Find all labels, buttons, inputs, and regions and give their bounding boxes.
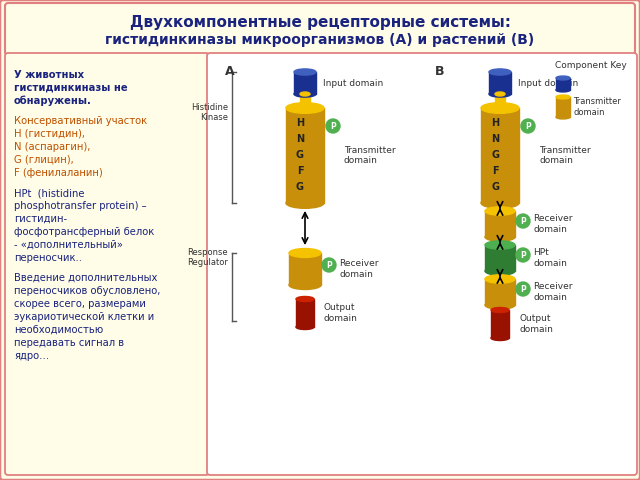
Text: Histidine
Kinase: Histidine Kinase	[191, 103, 228, 122]
Ellipse shape	[485, 267, 515, 275]
Text: обнаружены.: обнаружены.	[14, 96, 92, 107]
Text: Н (гистидин),: Н (гистидин),	[14, 129, 85, 139]
Text: A: A	[225, 65, 235, 78]
Ellipse shape	[495, 106, 505, 110]
Ellipse shape	[289, 280, 321, 289]
Text: Transmitter
domain: Transmitter domain	[344, 146, 396, 165]
Text: P: P	[520, 251, 526, 260]
Bar	[294, 72, 316, 94]
Circle shape	[326, 119, 340, 133]
Text: Receiver
domain: Receiver domain	[533, 214, 573, 234]
Text: B: B	[435, 65, 445, 78]
Text: Output
domain: Output domain	[324, 303, 358, 323]
Ellipse shape	[294, 69, 316, 75]
Text: Input domain: Input domain	[323, 79, 383, 87]
Ellipse shape	[300, 92, 310, 96]
Ellipse shape	[300, 106, 310, 110]
Text: скорее всего, размерами: скорее всего, размерами	[14, 299, 146, 309]
Text: Консервативный участок: Консервативный участок	[14, 116, 147, 126]
Bar	[485, 279, 515, 305]
Text: эукариотической клетки и: эукариотической клетки и	[14, 312, 154, 322]
Circle shape	[516, 282, 530, 296]
Circle shape	[322, 258, 336, 272]
Text: переносчиков обусловлено,: переносчиков обусловлено,	[14, 286, 161, 296]
Text: N: N	[491, 134, 499, 144]
Text: HPt  (histidine: HPt (histidine	[14, 188, 84, 198]
Ellipse shape	[556, 76, 570, 80]
Text: переносчик..: переносчик..	[14, 253, 82, 263]
Text: phosphotransfer protein) –: phosphotransfer protein) –	[14, 201, 147, 211]
Text: У животных: У животных	[14, 70, 84, 80]
Text: G: G	[491, 150, 499, 160]
Bar	[556, 97, 570, 117]
Ellipse shape	[481, 103, 519, 113]
Ellipse shape	[296, 297, 314, 301]
Ellipse shape	[491, 336, 509, 340]
Text: N (аспарагин),: N (аспарагин),	[14, 142, 90, 152]
Ellipse shape	[286, 103, 324, 113]
Text: гистидин-: гистидин-	[14, 214, 67, 224]
Text: P: P	[520, 217, 526, 226]
Ellipse shape	[556, 88, 570, 92]
Bar	[481, 108, 519, 203]
Text: Component Key: Component Key	[555, 61, 627, 70]
Ellipse shape	[296, 324, 314, 329]
Text: G: G	[296, 182, 304, 192]
Circle shape	[516, 248, 530, 262]
Text: P: P	[330, 122, 336, 131]
Ellipse shape	[556, 115, 570, 119]
Text: Receiver
domain: Receiver domain	[533, 282, 573, 302]
Text: G: G	[491, 182, 499, 192]
Bar	[495, 94, 505, 108]
Ellipse shape	[485, 275, 515, 283]
Ellipse shape	[286, 198, 324, 208]
Text: - «дополнительный»: - «дополнительный»	[14, 240, 123, 250]
Text: ядро…: ядро…	[14, 351, 49, 361]
Text: N: N	[296, 134, 304, 144]
Text: Output
domain: Output domain	[519, 314, 553, 334]
Text: H: H	[296, 118, 304, 128]
Text: HPt
domain: HPt domain	[533, 248, 567, 268]
Text: Двухкомпонентные рецепторные системы:: Двухкомпонентные рецепторные системы:	[129, 14, 511, 29]
Circle shape	[521, 119, 535, 133]
Text: P: P	[525, 122, 531, 131]
Ellipse shape	[289, 249, 321, 257]
FancyBboxPatch shape	[207, 53, 637, 475]
Ellipse shape	[481, 198, 519, 208]
Bar	[491, 310, 509, 338]
Ellipse shape	[495, 92, 505, 96]
Ellipse shape	[491, 308, 509, 312]
Text: P: P	[326, 261, 332, 270]
Text: передавать сигнал в: передавать сигнал в	[14, 338, 124, 348]
Bar	[485, 211, 515, 237]
Text: F (фенилаланин): F (фенилаланин)	[14, 168, 103, 178]
Text: Receiver
domain: Receiver domain	[339, 259, 378, 279]
Bar	[485, 245, 515, 271]
Text: P: P	[520, 285, 526, 294]
Circle shape	[516, 214, 530, 228]
FancyBboxPatch shape	[5, 3, 635, 55]
Text: Input domain: Input domain	[518, 79, 579, 87]
Ellipse shape	[485, 207, 515, 215]
Text: Введение дополнительных: Введение дополнительных	[14, 273, 157, 283]
Bar	[296, 299, 314, 327]
Text: H: H	[491, 118, 499, 128]
Bar	[556, 78, 570, 90]
Text: гистидинкиназы микроорганизмов (А) и растений (В): гистидинкиназы микроорганизмов (А) и рас…	[106, 33, 534, 47]
Text: Transmitter
domain: Transmitter domain	[573, 97, 621, 117]
Text: гистидинкиназы не: гистидинкиназы не	[14, 83, 127, 93]
Text: Response
Regulator: Response Regulator	[187, 248, 228, 267]
Bar	[286, 108, 324, 203]
Bar	[300, 94, 310, 108]
Ellipse shape	[485, 301, 515, 309]
FancyBboxPatch shape	[5, 53, 209, 475]
Text: Transmitter
domain: Transmitter domain	[539, 146, 591, 165]
Bar	[289, 253, 321, 285]
Ellipse shape	[294, 91, 316, 97]
Text: фосфотрансферный белок: фосфотрансферный белок	[14, 227, 154, 237]
Ellipse shape	[556, 95, 570, 99]
Text: F: F	[492, 166, 499, 176]
Ellipse shape	[489, 91, 511, 97]
Text: необходимостью: необходимостью	[14, 325, 103, 335]
